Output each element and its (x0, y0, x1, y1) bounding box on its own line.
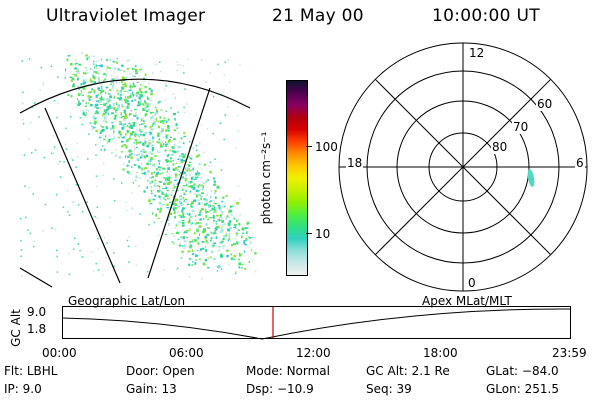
info-gain-value: 13 (161, 382, 177, 396)
aurora-emission (20, 51, 257, 280)
auroral-oval-emission (527, 169, 535, 187)
timeline-xtick-1800: 18:00 (423, 346, 458, 360)
info-dsp-value: −10.9 (276, 382, 314, 396)
geographic-longitude-line-edge (19, 267, 53, 288)
colorbar (286, 80, 308, 276)
info-glon: GLon: 251.5 (486, 382, 559, 396)
info-gc-alt-value: 2.1 Re (411, 364, 450, 378)
lat-label-80: 80 (491, 140, 509, 154)
colorbar-tick-10 (306, 233, 312, 234)
colorbar-tick-label-10: 10 (315, 227, 331, 241)
polar-meridian-diag-2 (374, 78, 552, 256)
lat-label-70: 70 (512, 120, 530, 134)
info-dsp: Dsp: −10.9 (246, 382, 314, 396)
date-label: 21 May 00 (272, 6, 364, 26)
time-label: 10:00:00 UT (432, 6, 540, 26)
instrument-title: Ultraviolet Imager (46, 6, 206, 26)
altitude-curve (62, 308, 571, 340)
colorbar-tick-100 (306, 146, 312, 147)
colorbar-label: photon cm⁻²s⁻¹ (259, 131, 273, 225)
timeline-xtick-0000: 00:00 (42, 346, 77, 360)
polar-mlt-plot (338, 42, 588, 292)
info-glat: GLat: −84.0 (486, 364, 559, 378)
info-gc-alt: GC Alt: 2.1 Re (366, 364, 450, 378)
info-ip-value: 9.0 (22, 382, 42, 396)
timeline-ytick-1_8: 1.8 (27, 322, 47, 336)
info-glat-value: −84.0 (521, 364, 559, 378)
timeline-xtick-2359: 23:59 (552, 346, 587, 360)
timeline-right-label: Apex MLat/MLT (422, 294, 512, 308)
colorbar-gradient (287, 81, 307, 275)
timeline-left-label: Geographic Lat/Lon (68, 294, 186, 308)
info-mode: Mode: Normal (246, 364, 330, 378)
auroral-image (19, 51, 257, 288)
timeline-ylabel: GC Alt (9, 309, 23, 347)
info-flt: Flt: LBHL (4, 364, 58, 378)
timeline-xtick-0600: 06:00 (169, 346, 204, 360)
info-flt-value: LBHL (26, 364, 58, 378)
info-seq-value: 39 (396, 382, 412, 396)
info-glon-value: 251.5 (524, 382, 559, 396)
colorbar-tick-label-100: 100 (315, 140, 338, 154)
mlt-label-6: 6 (575, 156, 585, 170)
info-ip: IP: 9.0 (4, 382, 42, 396)
mlt-label-18: 18 (346, 156, 364, 170)
info-door-value: Open (162, 364, 195, 378)
geographic-longitude-line-right (147, 87, 211, 279)
timeline-ytick-9: 9.0 (27, 305, 47, 319)
geographic-latitude-line (19, 78, 251, 114)
info-mode-value: Normal (286, 364, 330, 378)
lat-label-60: 60 (536, 97, 554, 111)
timeline-frame (62, 306, 571, 339)
mlt-label-0: 0 (467, 276, 477, 290)
orbit-altitude-timeline (62, 306, 571, 340)
mlt-label-12: 12 (468, 46, 486, 60)
geographic-longitude-line-left (44, 107, 121, 284)
info-seq: Seq: 39 (366, 382, 412, 396)
info-gain: Gain: 13 (126, 382, 177, 396)
timeline-xtick-1200: 12:00 (296, 346, 331, 360)
info-door: Door: Open (126, 364, 195, 378)
